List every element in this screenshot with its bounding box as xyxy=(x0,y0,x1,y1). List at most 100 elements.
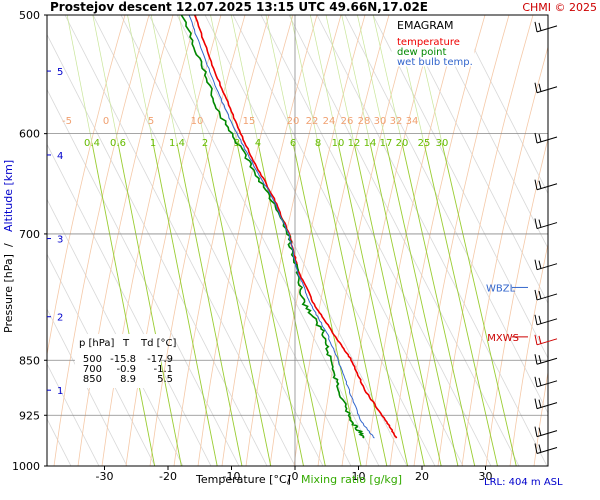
mixing-ratio-label: 30 xyxy=(436,138,449,149)
wind-barb-shaft xyxy=(536,357,558,365)
wind-barb-flag xyxy=(538,133,542,143)
dry-adiabat xyxy=(47,253,156,466)
mixing-ratio-line xyxy=(176,142,243,466)
theta-label: -5 xyxy=(62,116,72,127)
mixing-ratio-label: 6 xyxy=(290,138,296,149)
wind-barb-flag xyxy=(538,399,542,408)
mixing-ratio-line xyxy=(178,15,206,144)
mixing-ratio-line xyxy=(441,142,517,466)
level-label-wbzl: WBZL xyxy=(486,283,516,294)
wind-barb-flag xyxy=(534,218,538,229)
temperature-tick-label: -30 xyxy=(96,470,114,483)
mixing-ratio-label: 10 xyxy=(332,138,345,149)
dry-adiabat xyxy=(92,15,324,466)
theta-label: 32 xyxy=(390,116,403,127)
table-cell: 850 xyxy=(83,374,102,385)
wind-barb-flag xyxy=(538,377,542,386)
moist-adiabat xyxy=(437,15,534,466)
wind-barb-flag xyxy=(534,132,538,144)
mixing-ratio-line xyxy=(152,142,218,466)
moist-adiabat xyxy=(269,15,366,466)
moist-adiabat xyxy=(47,15,126,357)
dry-adiabat xyxy=(288,15,520,466)
sounding-table: p [hPa] T Td [°C] 500 -15.8 -17.9 700 -0… xyxy=(75,334,177,388)
mixing-ratio-line xyxy=(210,15,238,144)
temperature-tick-label: -20 xyxy=(159,470,177,483)
wind-barb xyxy=(534,354,558,365)
mixing-ratio-label: 2 xyxy=(202,138,208,149)
background-lines xyxy=(47,15,548,466)
mixing-ratio-label: 3 xyxy=(234,138,240,149)
temperature-tick-label: 30 xyxy=(479,470,493,483)
moist-adiabat xyxy=(173,15,270,466)
wind-barb-flag xyxy=(538,83,542,92)
moist-adiabat xyxy=(101,15,198,466)
wind-barb-flag xyxy=(534,21,538,32)
moist-adiabat xyxy=(533,369,548,466)
x-axis-label: Temperature [°C] / Mixing ratio [g/kg] xyxy=(195,473,402,486)
level-label-mxws: MXWS xyxy=(487,333,519,344)
wind-barb-shaft xyxy=(536,222,558,230)
mixing-ratio-line xyxy=(127,15,154,144)
wind-barb xyxy=(534,376,558,388)
mixing-ratio-line xyxy=(385,142,459,466)
y-axis-label-altitude: Altitude [km] xyxy=(2,160,15,232)
dry-adiabat xyxy=(47,198,184,466)
wind-barb-flag xyxy=(538,315,542,324)
table-cell: 8.9 xyxy=(120,374,136,385)
table-cell: -1.1 xyxy=(153,364,173,375)
table-cell: 700 xyxy=(83,364,102,375)
pressure-tick-label: 925 xyxy=(19,409,40,422)
theta-label: 30 xyxy=(374,116,387,127)
wind-barb-flag xyxy=(538,219,542,228)
special-levels: WBZL MXWS xyxy=(486,283,528,344)
wind-barb xyxy=(534,179,558,191)
wind-barb-shaft xyxy=(536,263,558,271)
wind-barb-flag xyxy=(538,444,542,453)
dry-adiabat xyxy=(344,15,548,414)
wind-barb-shaft xyxy=(536,86,558,94)
mixing-ratio-line xyxy=(236,142,304,466)
wind-barb xyxy=(534,21,558,33)
theta-label: 24 xyxy=(323,116,336,127)
altitude-tick-label: 3 xyxy=(57,235,63,246)
wind-barb xyxy=(534,259,558,271)
mixing-ratio-label: 17 xyxy=(380,138,393,149)
pressure-ticks: 500 600 700 850 925 1000 xyxy=(12,9,47,473)
mixing-ratio-line xyxy=(292,142,362,466)
mixing-ratio-label: 8 xyxy=(315,138,321,149)
pressure-tick-label: 850 xyxy=(19,354,40,367)
temperature-tick-label: 20 xyxy=(415,470,429,483)
wind-barb-shaft xyxy=(536,183,558,191)
mixing-ratio-line xyxy=(401,142,476,466)
wind-barb-flag xyxy=(534,376,538,387)
dry-adiabat xyxy=(400,15,548,305)
wind-barb-flag xyxy=(534,259,538,270)
theta-label: 28 xyxy=(358,116,371,127)
mixing-ratio-line xyxy=(325,15,355,144)
chart-credit: CHMI © 2025 xyxy=(522,1,597,14)
altitude-tick-label: 1 xyxy=(57,386,63,397)
temperature-profile xyxy=(193,15,398,439)
wind-barb-flag xyxy=(534,334,538,345)
dry-adiabat xyxy=(204,15,436,466)
table-cell: -17.9 xyxy=(147,354,173,365)
plot-area xyxy=(46,14,549,467)
wind-barb xyxy=(534,82,558,94)
wind-barb-shaft xyxy=(536,338,558,346)
mixing-ratio-line xyxy=(341,15,371,144)
theta-labels: -5 0 5 10 15 20 22 24 26 28 30 32 34 xyxy=(62,116,418,127)
wind-barb-flag xyxy=(538,22,542,32)
mixing-ratio-line xyxy=(309,15,339,144)
dry-adiabat xyxy=(260,15,492,466)
mixing-ratio-line xyxy=(92,15,119,144)
wind-barb-flag xyxy=(534,443,538,454)
wind-barb-flag xyxy=(538,335,542,344)
x-axis-label-mr: Mixing ratio [g/kg] xyxy=(301,473,402,486)
mixing-ratio-labels: 0.4 0.6 1 1.4 2 3 4 6 8 10 12 14 17 20 25 30 xyxy=(84,138,448,149)
mixing-ratio-label: 0.6 xyxy=(110,138,126,149)
x-axis-label-temp: Temperature [°C] xyxy=(195,473,291,486)
profile-lines xyxy=(180,15,398,439)
temperature-ticks: -30 -20 -10 0 10 20 30 xyxy=(96,466,493,483)
